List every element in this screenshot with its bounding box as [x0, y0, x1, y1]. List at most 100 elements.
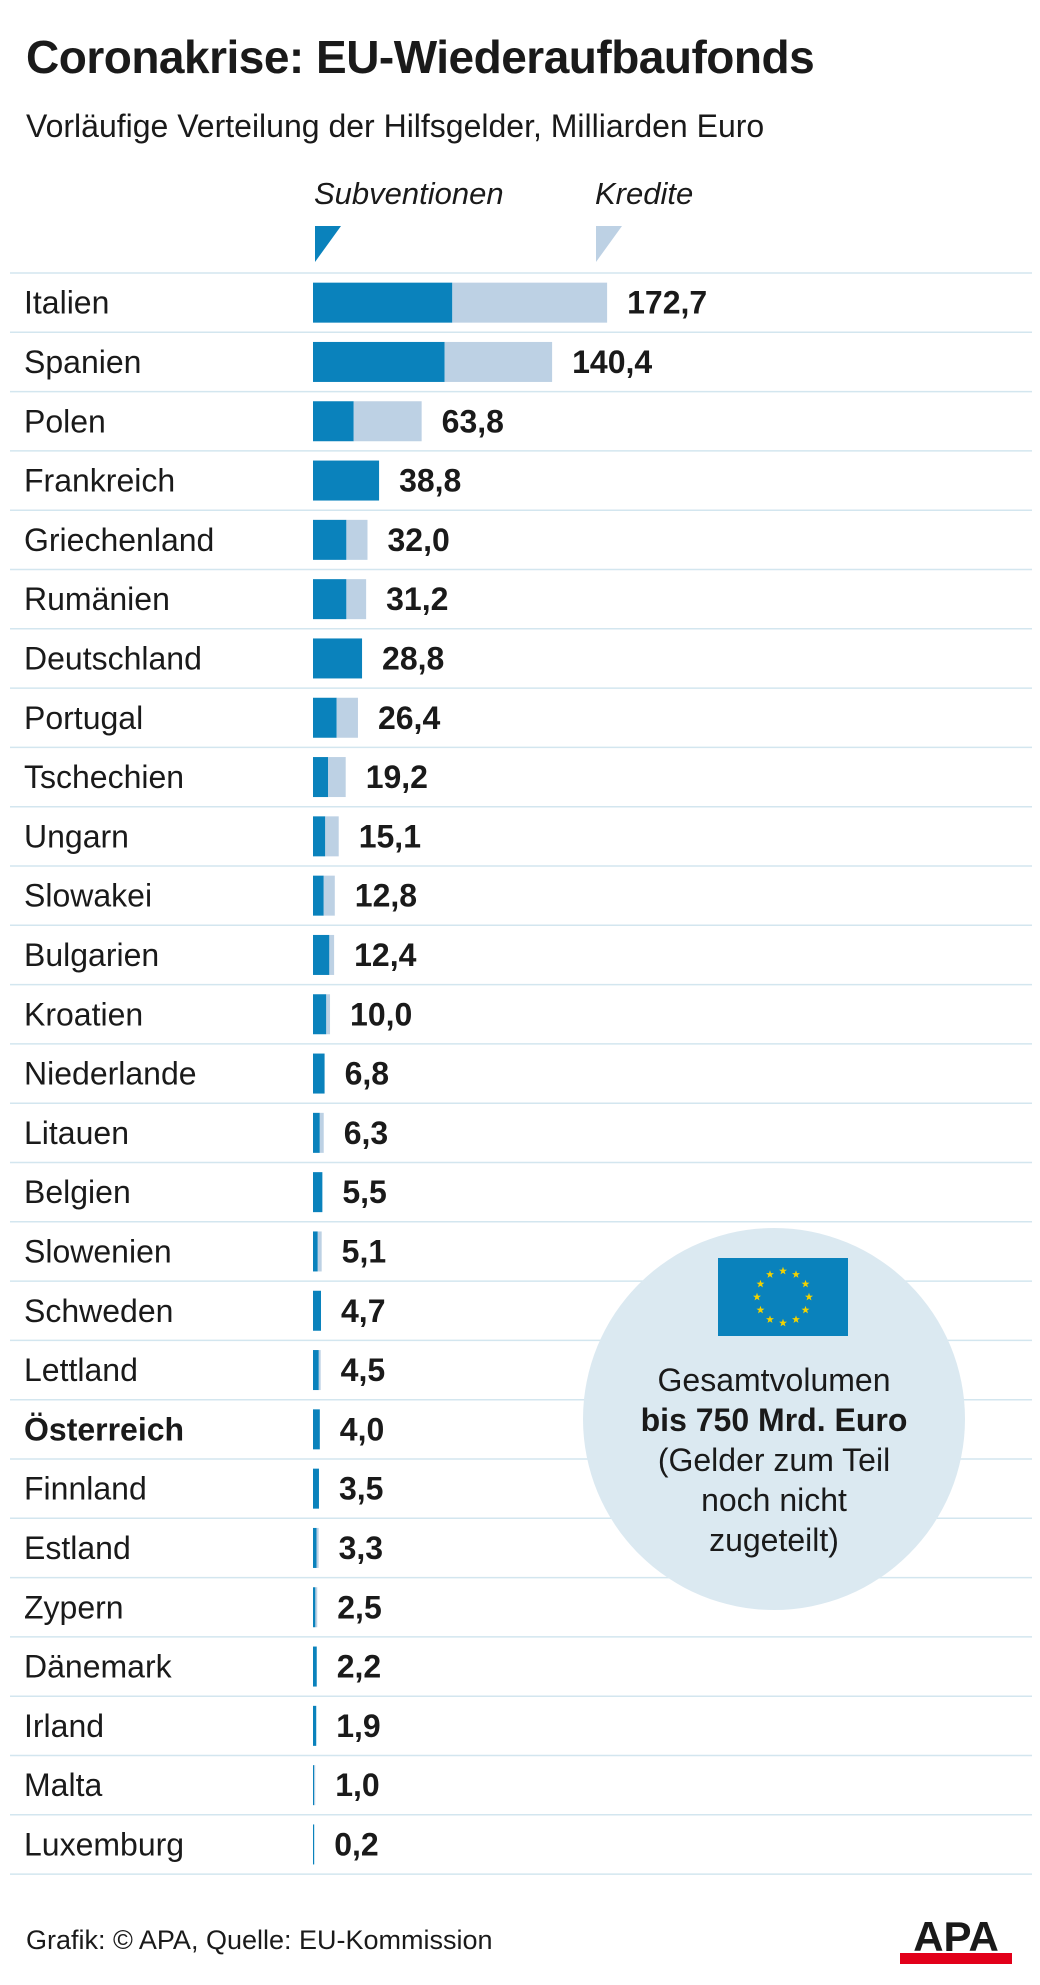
bar-subventionen: [313, 697, 337, 738]
info-text: Gesamtvolumen bis 750 Mrd. Euro (Gelder …: [603, 1360, 945, 1560]
bar-kredite: [329, 934, 335, 975]
bar-subventionen: [313, 1468, 319, 1509]
bar-subventionen: [313, 1409, 320, 1450]
bar-subventionen: [313, 1053, 325, 1094]
bar-kredite: [323, 875, 335, 916]
data-label: 6,3: [344, 1115, 388, 1151]
legend-subventionen-marker: [315, 226, 341, 262]
bar-subventionen: [313, 757, 329, 798]
data-label: 12,8: [355, 878, 417, 914]
category-label: Irland: [24, 1708, 104, 1744]
eu-star-icon: [779, 1318, 787, 1327]
category-label: Slowakei: [24, 878, 152, 914]
chart-rows: Italien 172,7 Spanien 140,4 Polen 63,8 Frankre…: [10, 272, 1032, 1875]
bar-subventionen: [313, 1112, 320, 1153]
category-label: Kroatien: [24, 996, 143, 1032]
eu-star-icon: [779, 1266, 787, 1275]
data-label: 2,5: [337, 1589, 381, 1625]
bar-subventionen: [313, 1587, 316, 1628]
category-label: Ungarn: [24, 818, 129, 854]
eu-star-icon: [753, 1292, 761, 1301]
category-label: Finnland: [24, 1471, 147, 1507]
eu-flag-icon: [718, 1258, 848, 1336]
bar-subventionen: [313, 934, 330, 975]
bar-subventionen: [313, 1765, 315, 1806]
category-label: Griechenland: [24, 522, 214, 558]
legend-kredite-label: Kredite: [595, 176, 693, 211]
legend-subventionen-label: Subventionen: [314, 176, 504, 211]
bar-subventionen: [313, 1350, 319, 1391]
bar-kredite: [336, 697, 358, 738]
category-label: Dänemark: [24, 1649, 173, 1685]
bar-subventionen: [313, 1231, 318, 1272]
info-line-total-label: Gesamtvolumen: [657, 1362, 891, 1398]
bar-kredite: [326, 994, 331, 1035]
bar-subventionen: [313, 1172, 323, 1213]
data-label: 4,7: [341, 1293, 385, 1329]
bar-subventionen: [313, 994, 327, 1035]
eu-star-icon: [805, 1292, 813, 1301]
info-line-note-3: zugeteilt): [709, 1522, 839, 1558]
info-line-note-1: (Gelder zum Teil: [657, 1442, 891, 1478]
category-label: Frankreich: [24, 463, 175, 499]
category-label: Litauen: [24, 1115, 129, 1151]
category-label: Polen: [24, 403, 106, 439]
data-label: 2,2: [337, 1649, 381, 1685]
data-label: 5,5: [342, 1174, 386, 1210]
category-label: Niederlande: [24, 1056, 197, 1092]
bar-kredite: [315, 1587, 318, 1628]
data-label: 3,3: [339, 1530, 383, 1566]
bar-subventionen: [313, 1824, 315, 1865]
data-label: 140,4: [572, 344, 652, 380]
data-label: 32,0: [387, 522, 449, 558]
bar-subventionen: [313, 401, 354, 442]
data-label: 31,2: [386, 581, 448, 617]
bar-subventionen: [313, 341, 445, 382]
bar-kredite: [316, 1527, 319, 1568]
data-label: 4,5: [341, 1352, 385, 1388]
bar-subventionen: [313, 875, 324, 916]
data-label: 26,4: [378, 700, 440, 736]
eu-star-icon: [756, 1305, 765, 1314]
apa-logo-text: APA: [913, 1915, 999, 1960]
bar-kredite: [353, 401, 422, 442]
bar-chart: Subventionen Kredite Italien 172,7 Spanien…: [10, 176, 1032, 1875]
category-label: Luxemburg: [24, 1826, 184, 1862]
bar-kredite: [346, 519, 368, 560]
bar-subventionen: [313, 1646, 317, 1687]
category-label: Zypern: [24, 1589, 124, 1625]
apa-logo: APA: [900, 1915, 1012, 1964]
category-label: Schweden: [24, 1293, 173, 1329]
data-label: 63,8: [442, 403, 504, 439]
data-label: 12,4: [354, 937, 416, 973]
category-label: Portugal: [24, 700, 143, 736]
eu-star-icon: [801, 1305, 810, 1314]
bar-subventionen: [313, 519, 347, 560]
category-label: Bulgarien: [24, 937, 159, 973]
bar-subventionen: [313, 282, 453, 323]
bar-subventionen: [313, 638, 363, 679]
category-label: Estland: [24, 1530, 131, 1566]
category-label: Spanien: [24, 344, 141, 380]
data-label: 28,8: [382, 640, 444, 676]
eu-star-icon: [792, 1315, 800, 1323]
bar-subventionen: [313, 579, 347, 620]
legend-kredite-marker: [596, 226, 622, 262]
category-label: Malta: [24, 1767, 102, 1803]
data-label: 6,8: [345, 1056, 389, 1092]
bar-subventionen: [313, 1290, 322, 1331]
category-label: Belgien: [24, 1174, 131, 1210]
bar-subventionen: [313, 1705, 317, 1746]
category-label: Lettland: [24, 1352, 138, 1388]
eu-star-icon: [801, 1279, 810, 1288]
data-label: 3,5: [339, 1471, 383, 1507]
bar-subventionen: [313, 460, 380, 501]
category-label: Rumänien: [24, 581, 170, 617]
data-label: 19,2: [366, 759, 428, 795]
bar-kredite: [346, 579, 367, 620]
eu-star-icon: [792, 1270, 800, 1278]
info-line-note-2: noch nicht: [701, 1482, 847, 1518]
info-line-total-value: bis 750 Mrd. Euro: [640, 1402, 908, 1438]
bar-subventionen: [313, 1527, 317, 1568]
category-label: Italien: [24, 285, 109, 321]
